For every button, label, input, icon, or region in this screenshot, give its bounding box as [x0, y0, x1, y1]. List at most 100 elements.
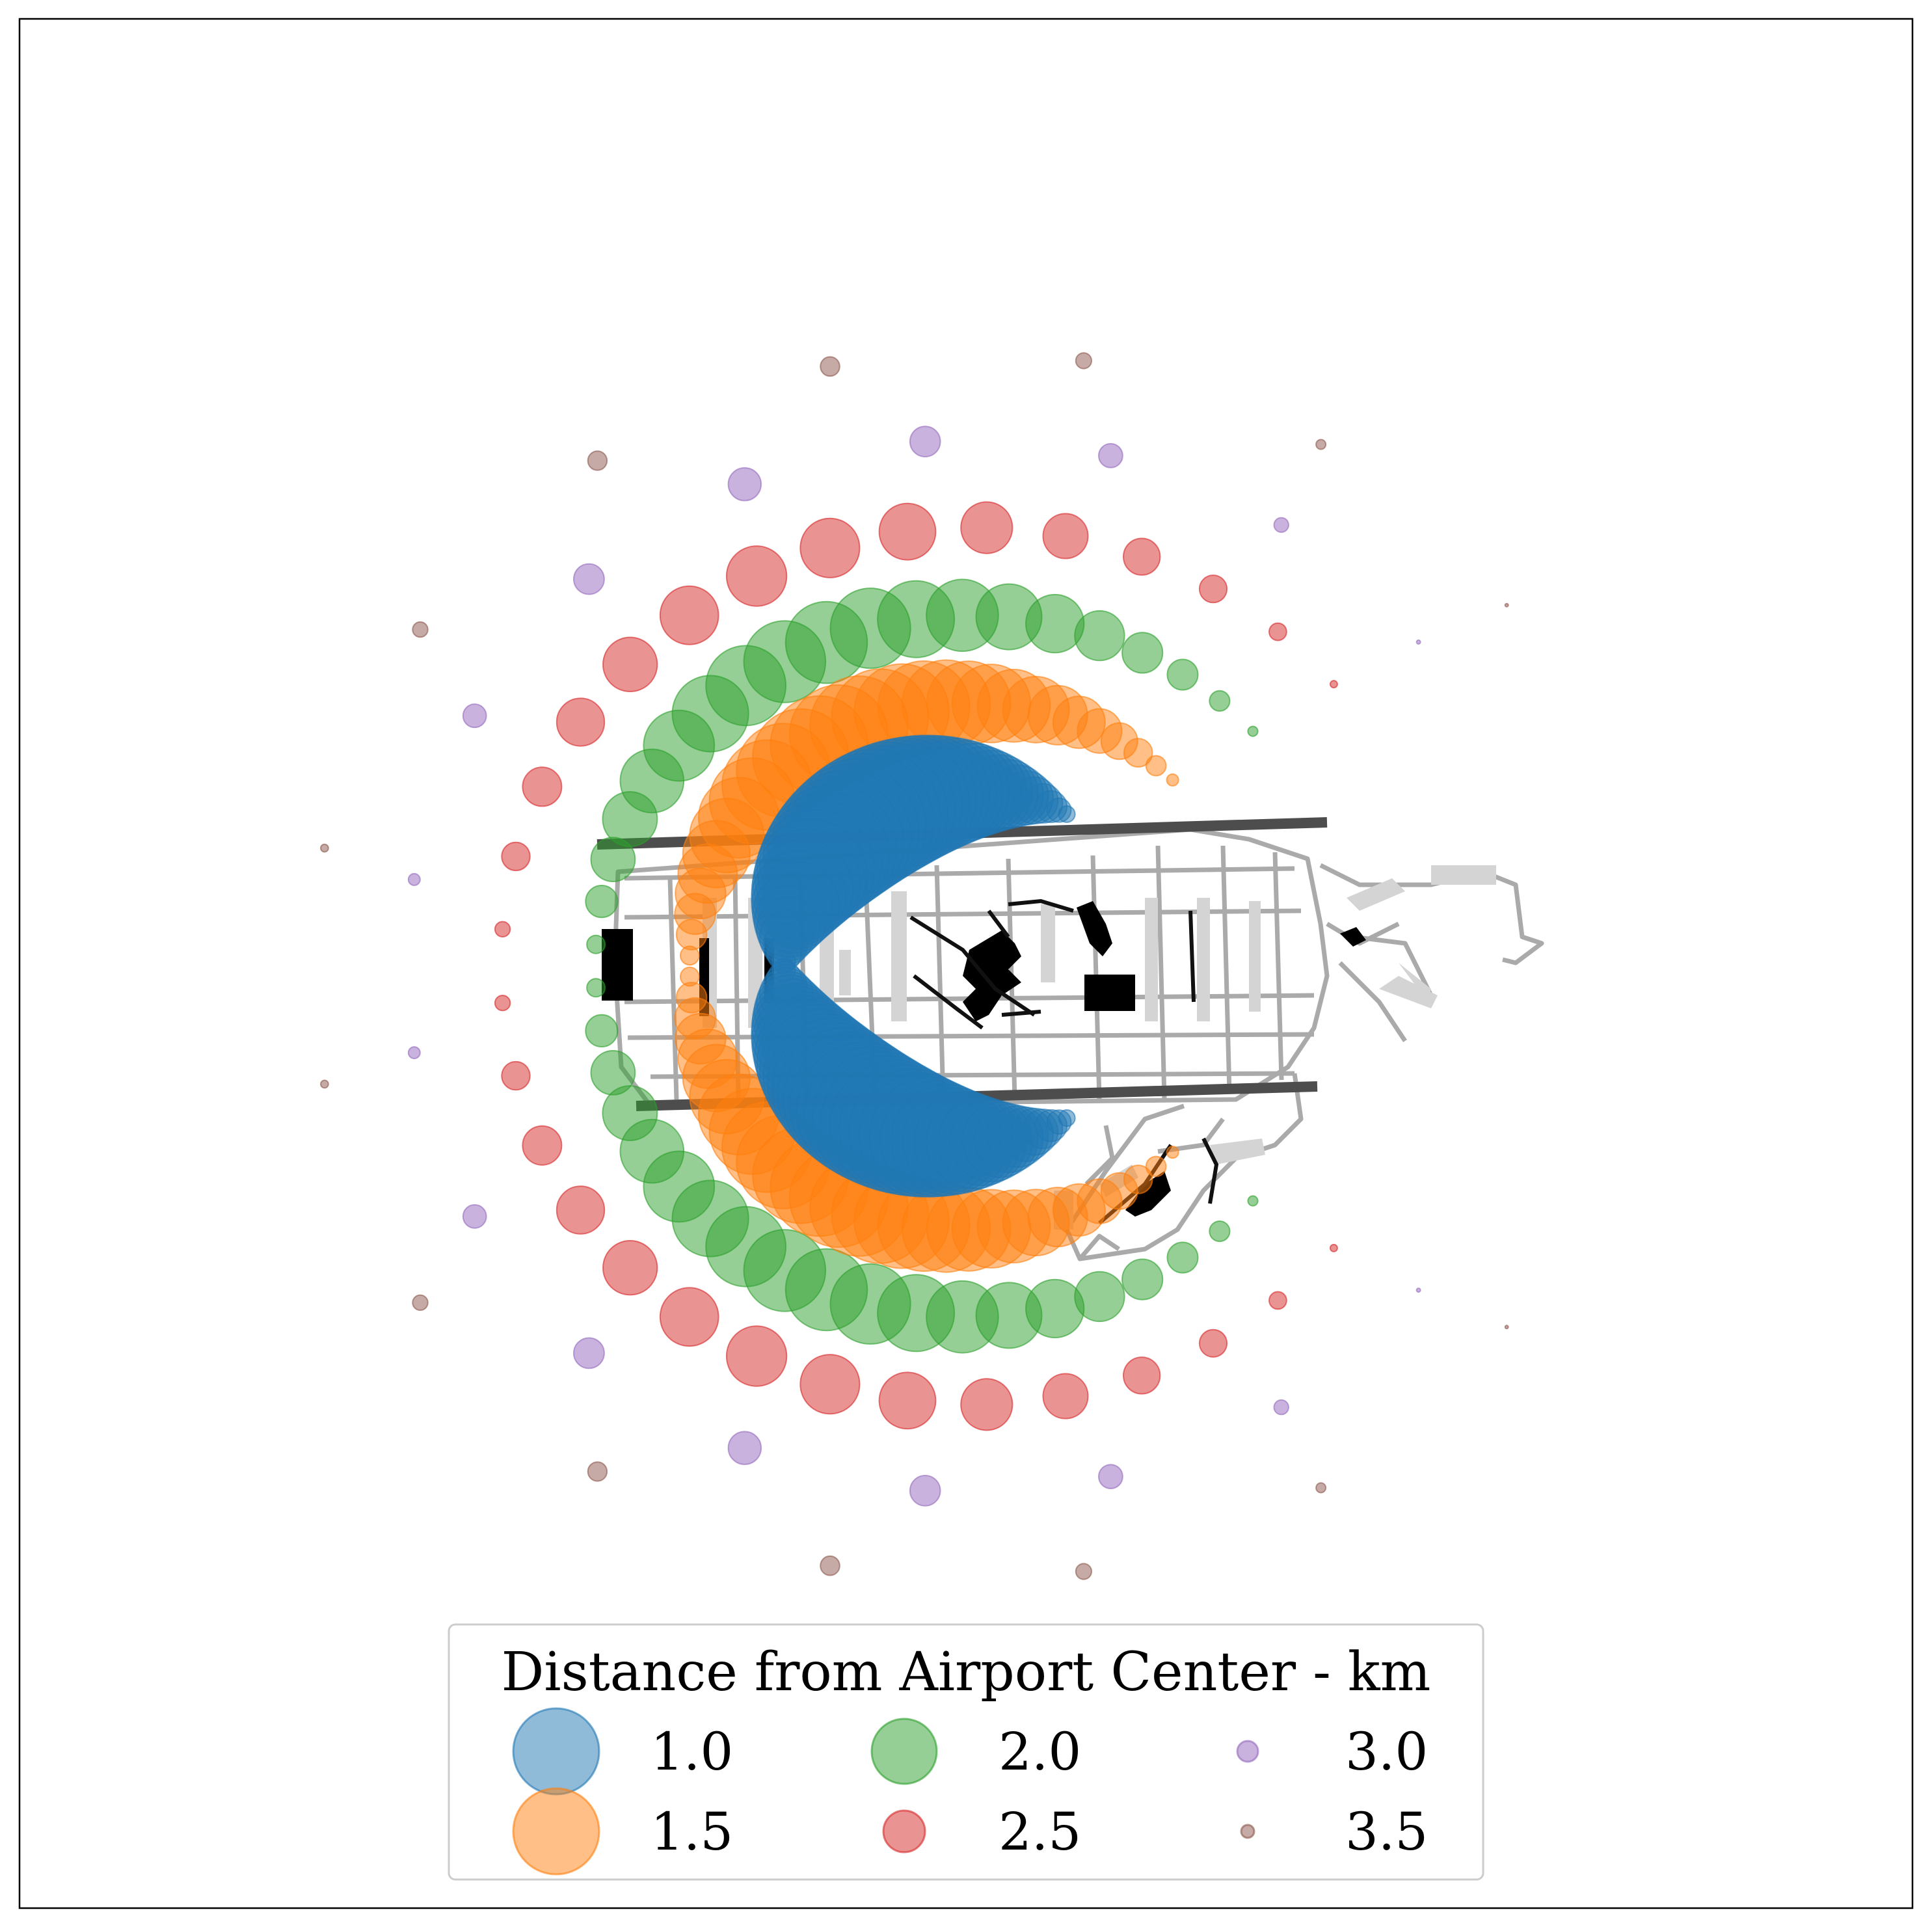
marker-series-3 [1198, 1328, 1228, 1358]
marker-series-2 [586, 978, 606, 998]
marker-series-5 [1315, 1482, 1327, 1494]
marker-series-5 [587, 450, 608, 471]
legend-marker-3 [882, 1809, 926, 1853]
marker-series-4 [407, 1046, 421, 1060]
marker-series-5 [320, 843, 329, 853]
marker-series-2 [585, 1014, 619, 1048]
marker-series-2 [1121, 632, 1164, 674]
marker-series-4 [573, 1337, 605, 1369]
marker-series-3 [878, 1371, 937, 1430]
marker-series-3 [659, 585, 719, 645]
legend-marker-2 [870, 1718, 938, 1785]
marker-series-4 [462, 1204, 487, 1229]
marker-series-4 [462, 703, 487, 729]
marker-series-4 [1098, 443, 1123, 468]
marker-series-3 [1329, 680, 1338, 689]
marker-series-3 [602, 636, 658, 692]
marker-series-5 [820, 1555, 840, 1576]
marker-series-3 [1042, 513, 1089, 559]
marker-series-5 [412, 1294, 429, 1312]
marker-series-5 [320, 1079, 329, 1089]
marker-series-4 [1098, 1464, 1123, 1490]
marker-series-3 [494, 995, 511, 1012]
marker-series-1 [675, 919, 708, 950]
marker-series-4 [909, 1475, 941, 1507]
marker-series-3 [1198, 574, 1228, 604]
marker-series-2 [1209, 1220, 1231, 1243]
legend-label-5: 3.5 [1345, 1801, 1428, 1862]
marker-series-4 [909, 425, 941, 458]
marker-series-2 [586, 934, 606, 954]
marker-series-2 [1209, 690, 1231, 712]
marker-series-5 [412, 621, 429, 638]
marker-series-1 [679, 945, 700, 966]
marker-series-1 [1166, 773, 1179, 787]
marker-series-1 [1145, 755, 1167, 777]
marker-series-0 [1058, 1109, 1076, 1127]
marker-series-4 [407, 872, 421, 886]
scatter-markers [320, 352, 1509, 1580]
marker-series-3 [799, 517, 861, 578]
legend-label-3: 2.5 [999, 1801, 1081, 1862]
marker-series-3 [602, 1240, 658, 1296]
marker-series-3 [1329, 1243, 1338, 1252]
terminal-buildings [602, 901, 1366, 1217]
marker-series-3 [1123, 1356, 1161, 1395]
legend-label-4: 3.0 [1345, 1721, 1428, 1782]
marker-series-4 [727, 1431, 762, 1465]
marker-series-5 [587, 1461, 608, 1482]
legend-marker-5 [1240, 1824, 1255, 1839]
legend-label-0: 1.0 [651, 1721, 733, 1782]
marker-series-3 [501, 1060, 531, 1091]
marker-series-3 [556, 1185, 606, 1235]
marker-series-2 [1166, 658, 1199, 691]
marker-series-1 [1145, 1155, 1167, 1178]
marker-series-5 [1504, 1325, 1509, 1330]
marker-series-3 [799, 1354, 861, 1415]
marker-series-2 [585, 885, 619, 919]
marker-series-3 [960, 1378, 1013, 1431]
marker-series-5 [1315, 438, 1327, 450]
legend-label-2: 2.0 [999, 1721, 1081, 1782]
marker-series-2 [1025, 1278, 1085, 1339]
marker-series-2 [1247, 725, 1259, 737]
marker-series-2 [1121, 1258, 1164, 1300]
legend-label-1: 1.5 [651, 1801, 733, 1862]
marker-series-2 [1074, 1271, 1125, 1323]
marker-series-5 [1075, 1563, 1093, 1580]
marker-series-3 [1268, 622, 1287, 641]
marker-series-4 [573, 563, 605, 595]
marker-series-4 [1273, 1399, 1289, 1416]
legend-box [448, 1623, 1484, 1881]
marker-series-2 [1166, 1241, 1199, 1274]
legend-entries: 1.0 1.5 2.0 2.5 3.0 3.5 [512, 1707, 1428, 1876]
marker-series-3 [556, 697, 606, 747]
marker-series-2 [1247, 1195, 1259, 1207]
marker-series-2 [590, 837, 636, 882]
marker-series-4 [1415, 639, 1421, 645]
marker-series-1 [1123, 1165, 1153, 1194]
marker-series-3 [659, 1287, 719, 1347]
legend-marker-0 [512, 1707, 600, 1796]
marker-series-3 [1123, 537, 1161, 576]
marker-series-3 [1042, 1373, 1089, 1420]
marker-series-5 [1075, 352, 1093, 370]
marker-series-3 [1268, 1291, 1287, 1310]
marker-series-4 [1273, 517, 1289, 533]
marker-series-4 [1415, 1287, 1421, 1293]
marker-series-5 [820, 356, 840, 377]
legend-marker-4 [1236, 1740, 1259, 1763]
marker-series-3 [878, 502, 937, 561]
marker-series-3 [522, 1125, 563, 1166]
marker-series-3 [494, 921, 511, 938]
axes-frame [18, 18, 1914, 1909]
marker-series-3 [960, 501, 1013, 554]
marker-series-3 [725, 545, 788, 607]
legend-marker-1 [512, 1787, 600, 1876]
marker-series-5 [1504, 602, 1509, 608]
legend: Distance from Airport Center - km 1.0 1.5… [448, 1623, 1484, 1881]
marker-series-3 [725, 1325, 788, 1387]
marker-series-3 [501, 841, 531, 872]
legend-title: Distance from Airport Center - km [502, 1641, 1431, 1703]
